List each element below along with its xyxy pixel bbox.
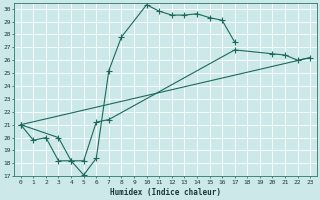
X-axis label: Humidex (Indice chaleur): Humidex (Indice chaleur) <box>110 188 221 197</box>
